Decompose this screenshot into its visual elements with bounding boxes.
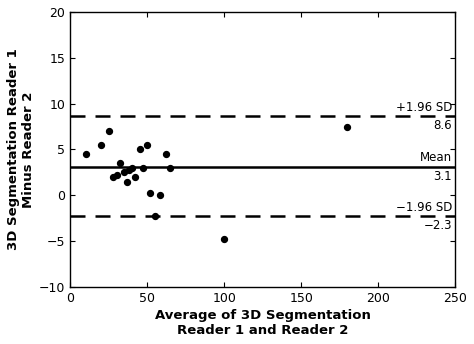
Point xyxy=(166,165,174,171)
Point xyxy=(162,151,170,157)
Point xyxy=(113,172,120,178)
Point xyxy=(109,174,117,180)
Point xyxy=(124,179,131,184)
Text: 8.6: 8.6 xyxy=(433,119,452,132)
Text: −1.96 SD: −1.96 SD xyxy=(396,201,452,214)
Point xyxy=(146,191,154,196)
Point xyxy=(131,174,139,180)
Text: 3.1: 3.1 xyxy=(433,170,452,183)
Text: Mean: Mean xyxy=(420,151,452,164)
Point xyxy=(139,165,146,171)
Text: −2.3: −2.3 xyxy=(424,219,452,232)
Point xyxy=(344,124,351,129)
Point xyxy=(97,142,105,148)
Point xyxy=(125,167,133,172)
X-axis label: Average of 3D Segmentation
Reader 1 and Reader 2: Average of 3D Segmentation Reader 1 and … xyxy=(155,309,371,337)
Y-axis label: 3D Segmentation Reader 1
Minus Reader 2: 3D Segmentation Reader 1 Minus Reader 2 xyxy=(7,49,35,250)
Point xyxy=(144,142,151,148)
Point xyxy=(82,151,90,157)
Point xyxy=(156,193,164,198)
Point xyxy=(116,161,123,166)
Point xyxy=(105,128,113,134)
Point xyxy=(220,237,228,242)
Point xyxy=(128,165,136,171)
Point xyxy=(120,170,128,175)
Point xyxy=(136,147,144,152)
Text: +1.96 SD: +1.96 SD xyxy=(396,101,452,114)
Point xyxy=(151,214,159,219)
